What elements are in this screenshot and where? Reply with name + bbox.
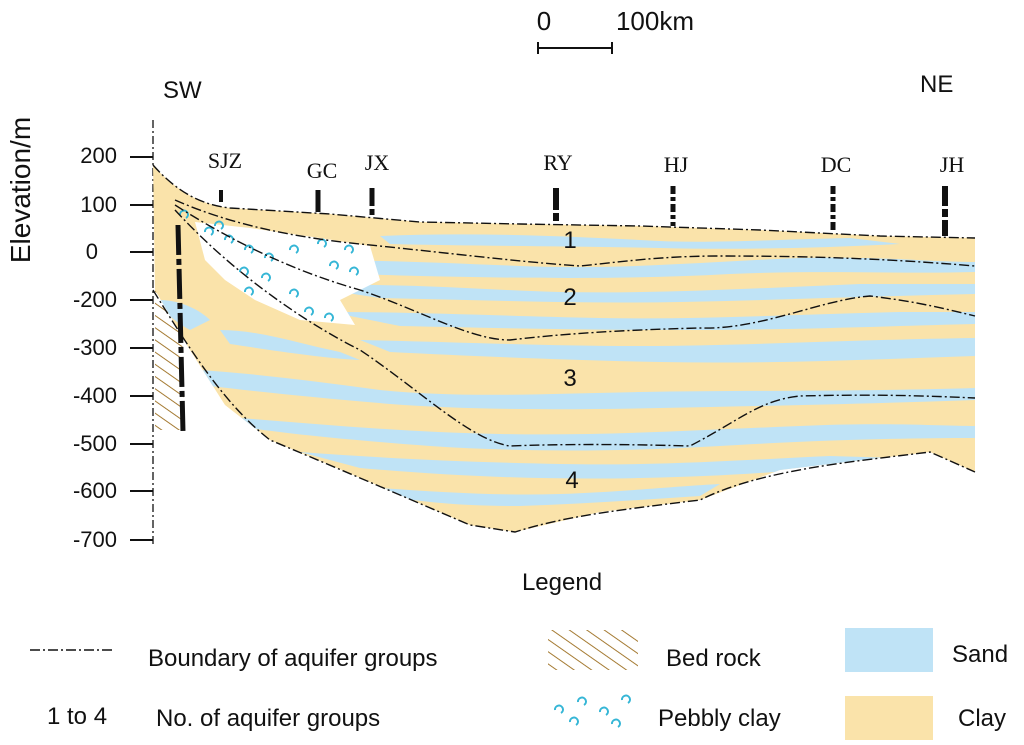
y-axis-title: Elevation/m <box>5 117 36 263</box>
scale-bar: 0 100km <box>537 6 694 54</box>
well-label: RY <box>543 150 572 175</box>
y-tick-label: 200 <box>80 143 117 168</box>
y-axis: 200 100 0 -200 -300 -400 -500 -600 -700 <box>73 120 154 552</box>
well-label: GC <box>307 158 338 183</box>
legend-clay-label: Clay <box>958 705 1006 732</box>
y-tick-label: -200 <box>73 287 117 312</box>
legend: Legend Boundary of aquifer groups 1 to 4… <box>30 569 1008 740</box>
legend-boundary-label: Boundary of aquifer groups <box>148 645 438 672</box>
y-tick-label: -400 <box>73 383 117 408</box>
well-label: SJZ <box>208 148 242 173</box>
direction-sw: SW <box>163 77 202 104</box>
y-tick-label: 100 <box>80 192 117 217</box>
y-tick-label: -700 <box>73 527 117 552</box>
well-label: DC <box>821 152 852 177</box>
pebbly-clay-area <box>179 209 380 325</box>
well-label: JH <box>940 152 965 177</box>
well-label: HJ <box>664 152 689 177</box>
legend-title: Legend <box>522 569 602 596</box>
scale-end-label: 100km <box>616 6 694 36</box>
aquifer-group-label: 4 <box>565 467 578 494</box>
legend-number-label: No. of aquifer groups <box>156 705 380 732</box>
legend-pebbly-swatch <box>554 694 631 728</box>
legend-bedrock-label: Bed rock <box>666 645 762 672</box>
legend-bedrock-swatch <box>548 630 638 670</box>
aquifer-group-label: 3 <box>563 365 576 392</box>
wells <box>175 186 948 433</box>
legend-clay-swatch <box>845 696 933 740</box>
legend-sand-swatch <box>845 628 933 672</box>
section-body <box>153 165 975 532</box>
y-tick-label: -300 <box>73 335 117 360</box>
sand-lenses <box>160 234 975 506</box>
y-tick-label: -600 <box>73 478 117 503</box>
legend-number-key: 1 to 4 <box>47 703 107 730</box>
aquifer-boundaries <box>152 164 976 533</box>
aquifer-group-label: 2 <box>563 284 576 311</box>
direction-ne: NE <box>920 71 953 98</box>
well-label: JX <box>365 150 390 175</box>
legend-pebbly-label: Pebbly clay <box>658 705 781 732</box>
aquifer-group-label: 1 <box>563 227 576 254</box>
legend-sand-label: Sand <box>952 641 1008 668</box>
y-tick-label: -500 <box>73 431 117 456</box>
scale-start-label: 0 <box>537 6 551 36</box>
y-tick-label: 0 <box>86 239 98 264</box>
y-tick-marks <box>130 156 153 541</box>
